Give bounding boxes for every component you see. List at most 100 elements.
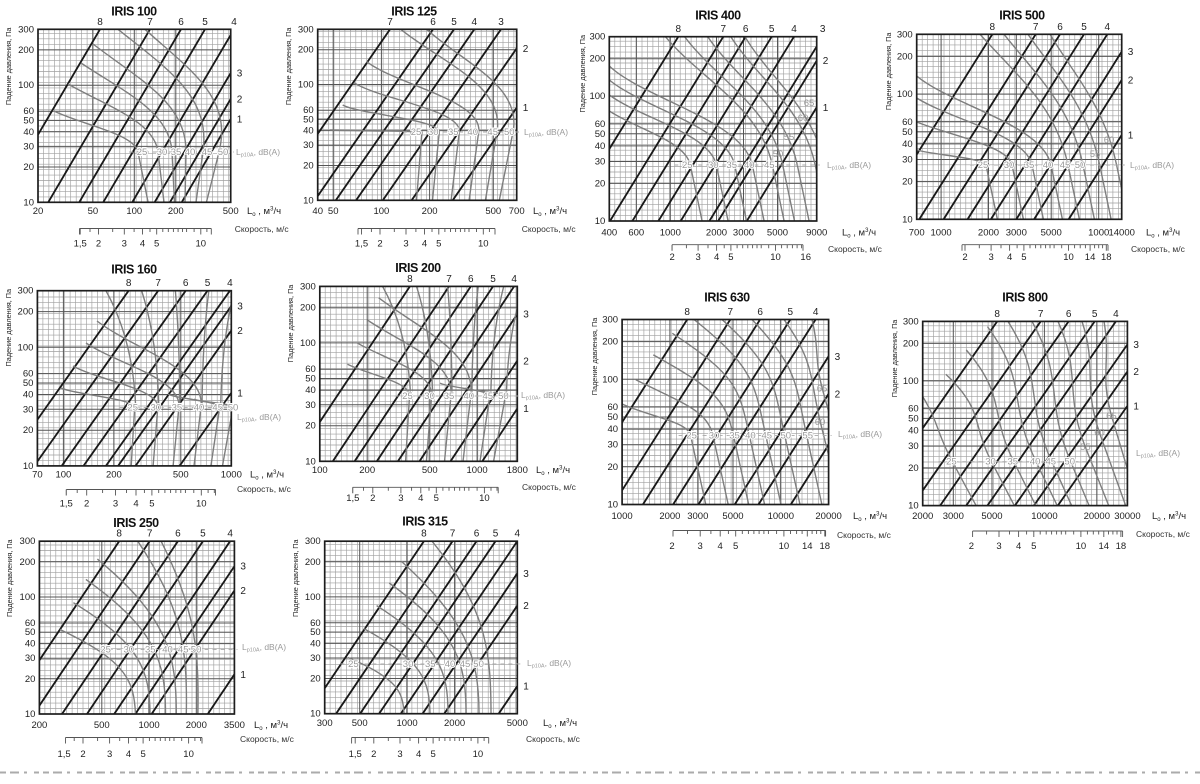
svg-text:Lp10A, dB(A): Lp10A, dB(A) <box>236 147 280 159</box>
svg-text:300: 300 <box>317 718 333 729</box>
svg-text:6: 6 <box>175 529 181 540</box>
svg-text:5000: 5000 <box>981 511 1002 522</box>
svg-text:100: 100 <box>589 91 605 102</box>
svg-text:Падение давления, Па: Падение давления, Па <box>578 34 587 113</box>
svg-text:6: 6 <box>743 24 749 35</box>
svg-text:5: 5 <box>140 749 145 760</box>
svg-text:200: 200 <box>106 470 122 481</box>
svg-text:200: 200 <box>20 557 36 568</box>
svg-text:2: 2 <box>1133 367 1139 378</box>
svg-text:6: 6 <box>1057 22 1063 33</box>
svg-text:40: 40 <box>1043 160 1054 171</box>
svg-text:3: 3 <box>988 252 993 263</box>
svg-text:50: 50 <box>228 402 239 413</box>
svg-text:Скорость, м/с: Скорость, м/с <box>1131 244 1186 254</box>
svg-text:10: 10 <box>305 456 316 467</box>
svg-text:50: 50 <box>25 627 36 638</box>
svg-text:20: 20 <box>23 425 34 436</box>
svg-text:3: 3 <box>1128 47 1134 58</box>
svg-text:10: 10 <box>770 252 781 263</box>
svg-text:8: 8 <box>126 278 132 289</box>
svg-text:5: 5 <box>493 529 499 540</box>
svg-text:100: 100 <box>126 206 142 217</box>
svg-text:8: 8 <box>97 17 103 28</box>
svg-text:30: 30 <box>709 431 720 442</box>
svg-text:1000: 1000 <box>397 718 418 729</box>
svg-text:35: 35 <box>729 431 740 442</box>
svg-text:25: 25 <box>137 147 148 158</box>
svg-text:50: 50 <box>305 374 316 385</box>
svg-text:5: 5 <box>205 278 211 289</box>
svg-text:4: 4 <box>714 252 719 263</box>
svg-text:5: 5 <box>200 529 206 540</box>
svg-text:2: 2 <box>969 541 974 552</box>
svg-text:3000: 3000 <box>733 228 754 239</box>
svg-text:40: 40 <box>310 638 321 649</box>
svg-text:50: 50 <box>595 129 606 140</box>
svg-text:Lp10A, dB(A): Lp10A, dB(A) <box>242 642 286 654</box>
svg-text:Lp10A, dB(A): Lp10A, dB(A) <box>521 390 565 402</box>
svg-text:Падение давления, Па: Падение давления, Па <box>291 538 300 617</box>
svg-text:100: 100 <box>903 376 919 387</box>
svg-text:1000: 1000 <box>467 465 488 476</box>
svg-text:5: 5 <box>451 17 457 28</box>
svg-text:Lp10A, dB(A): Lp10A, dB(A) <box>1136 448 1180 460</box>
svg-text:60: 60 <box>798 113 809 124</box>
svg-text:40: 40 <box>1030 457 1041 468</box>
svg-text:2: 2 <box>240 586 246 597</box>
svg-text:2: 2 <box>80 749 85 760</box>
svg-text:IRIS 250: IRIS 250 <box>113 516 159 530</box>
svg-text:25: 25 <box>411 127 422 138</box>
svg-text:2000: 2000 <box>659 511 680 522</box>
svg-text:30: 30 <box>403 659 414 670</box>
svg-text:100: 100 <box>602 374 618 385</box>
svg-text:2: 2 <box>1128 76 1134 87</box>
svg-text:25: 25 <box>682 160 693 171</box>
svg-text:1,5: 1,5 <box>349 749 362 760</box>
svg-text:4: 4 <box>231 17 237 28</box>
svg-text:35: 35 <box>1024 160 1035 171</box>
svg-text:2: 2 <box>823 56 829 67</box>
svg-text:Падение давления, Па: Падение давления, Па <box>286 284 295 363</box>
svg-text:20: 20 <box>305 421 316 432</box>
svg-text:40: 40 <box>312 206 323 217</box>
svg-text:10: 10 <box>196 239 207 250</box>
svg-text:40: 40 <box>745 431 756 442</box>
svg-text:5: 5 <box>154 239 159 250</box>
svg-text:Падение давления, Па: Падение давления, Па <box>284 27 293 106</box>
svg-text:60: 60 <box>23 106 34 117</box>
svg-text:3: 3 <box>1133 340 1139 351</box>
svg-text:Скорость, м/с: Скорость, м/с <box>526 734 581 744</box>
svg-text:IRIS 125: IRIS 125 <box>391 5 437 19</box>
svg-text:10: 10 <box>779 541 790 552</box>
svg-text:30: 30 <box>902 155 913 166</box>
svg-text:35: 35 <box>1008 457 1019 468</box>
svg-text:30: 30 <box>23 141 34 152</box>
svg-text:IRIS 200: IRIS 200 <box>395 261 441 275</box>
svg-text:10: 10 <box>473 749 484 760</box>
svg-text:60: 60 <box>908 404 919 415</box>
svg-text:Lo , м3/ч: Lo , м3/ч <box>543 718 577 730</box>
svg-text:55: 55 <box>1090 149 1101 160</box>
svg-text:6: 6 <box>183 278 189 289</box>
svg-text:400: 400 <box>601 228 617 239</box>
svg-text:50: 50 <box>608 412 619 423</box>
svg-text:1000: 1000 <box>660 228 681 239</box>
svg-text:30: 30 <box>424 391 435 402</box>
svg-text:65: 65 <box>817 383 828 394</box>
svg-text:Скорость, м/с: Скорость, м/с <box>522 224 577 234</box>
svg-text:40: 40 <box>305 385 316 396</box>
svg-text:Скорость, м/с: Скорость, м/с <box>828 244 883 254</box>
svg-text:Lp10A, dB(A): Lp10A, dB(A) <box>1130 160 1174 172</box>
svg-text:3: 3 <box>695 252 700 263</box>
svg-text:3: 3 <box>122 239 127 250</box>
svg-text:2: 2 <box>669 252 674 263</box>
svg-text:4: 4 <box>813 307 819 318</box>
svg-text:4: 4 <box>472 17 478 28</box>
svg-text:3500: 3500 <box>224 720 245 731</box>
svg-text:200: 200 <box>298 45 314 56</box>
svg-text:100: 100 <box>55 470 71 481</box>
svg-text:3: 3 <box>498 17 504 28</box>
svg-text:10: 10 <box>23 197 34 208</box>
svg-text:8: 8 <box>990 22 996 33</box>
